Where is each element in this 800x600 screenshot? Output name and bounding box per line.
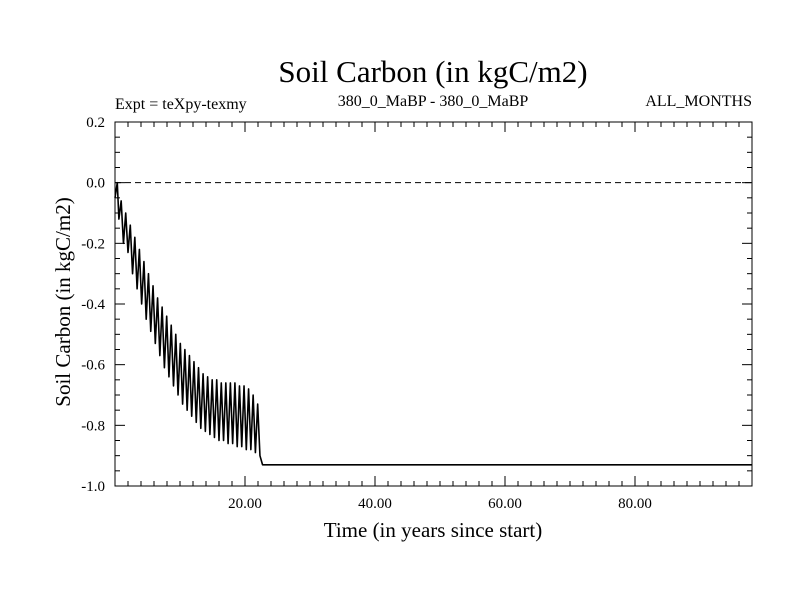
x-tick-label: 80.00 [618, 496, 652, 512]
y-axis-label: Soil Carbon (in kgC/m2) [51, 197, 75, 406]
y-tick-label: -1.0 [81, 479, 105, 495]
period-label: 380_0_MaBP - 380_0_MaBP [338, 93, 529, 110]
x-tick-label: 20.00 [228, 496, 262, 512]
y-tick-label: -0.4 [81, 297, 105, 313]
y-tick-label: -0.2 [81, 236, 105, 252]
y-tick-label: -0.6 [81, 358, 105, 374]
y-tick-label: -0.8 [81, 418, 105, 434]
y-tick-label: 0.0 [86, 176, 105, 192]
experiment-label: Expt = teXpy-texmy [115, 96, 247, 113]
x-tick-label: 60.00 [488, 496, 522, 512]
series-layer [114, 181, 752, 466]
x-axis-label: Time (in years since start) [324, 518, 543, 542]
y-tick-label: 0.2 [86, 115, 105, 131]
chart-title: Soil Carbon (in kgC/m2) [278, 54, 587, 89]
x-tick-label: 40.00 [358, 496, 392, 512]
series-line [114, 181, 752, 466]
months-label: ALL_MONTHS [645, 93, 752, 110]
axes: 0.2 0.0 -0.2 -0.4 -0.6 -0.8 -1.0 20.00 40.00 60.0… [81, 115, 753, 512]
